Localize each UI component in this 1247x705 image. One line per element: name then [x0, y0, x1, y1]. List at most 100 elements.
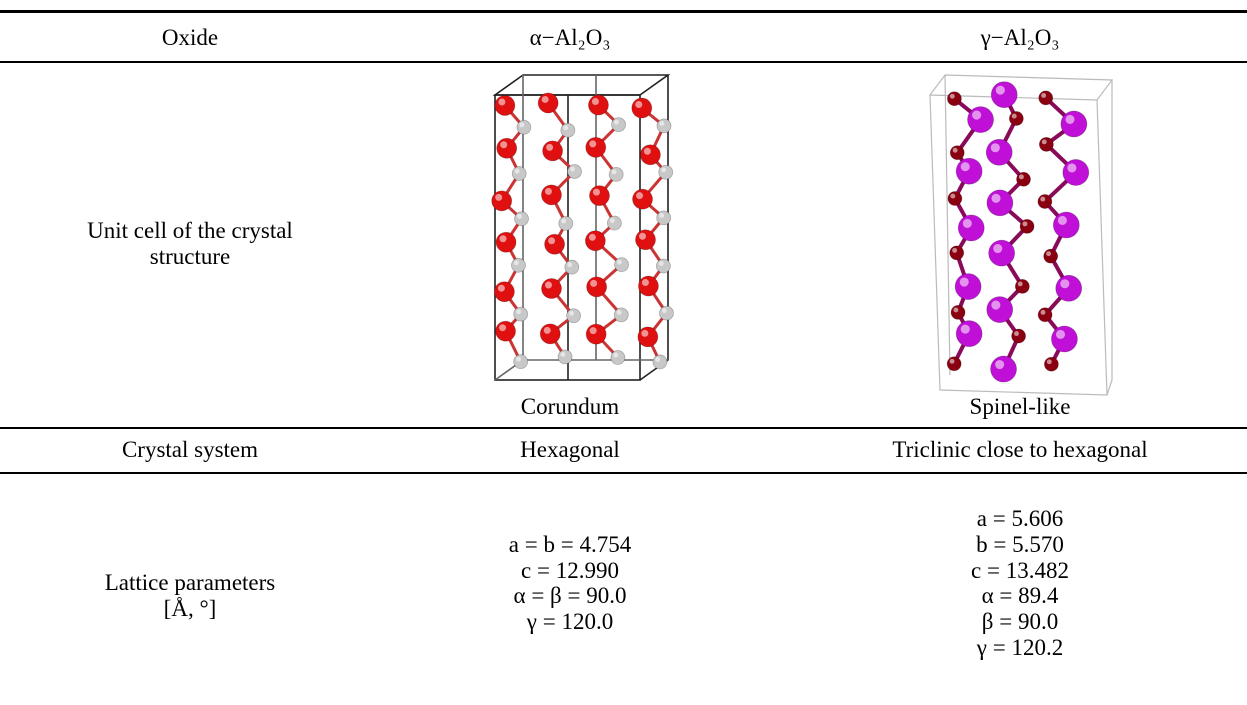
- o-atom-highlight: [952, 248, 957, 253]
- o-atom-highlight: [644, 148, 651, 155]
- o-atom: [589, 186, 609, 206]
- al-atom: [611, 351, 625, 365]
- o-atom-highlight: [950, 359, 955, 364]
- al-atom: [612, 118, 626, 132]
- al-atom: [987, 297, 1013, 323]
- al-atom-highlight: [517, 214, 522, 219]
- al-atom: [517, 120, 531, 134]
- o-atom: [586, 137, 606, 157]
- o-atom-highlight: [1019, 174, 1024, 179]
- al-atom-highlight: [561, 352, 566, 357]
- o-atom-highlight: [1023, 221, 1028, 226]
- o-atom-highlight: [950, 94, 955, 99]
- al-atom: [989, 240, 1015, 266]
- al-atom-highlight: [661, 167, 666, 172]
- o-atom-highlight: [500, 141, 507, 148]
- o-atom-highlight: [542, 96, 549, 103]
- al-atom-highlight: [563, 125, 568, 130]
- al-atom: [515, 212, 529, 226]
- o-atom: [1012, 329, 1026, 343]
- lattice-line: c = 12.990: [521, 558, 619, 584]
- o-atom: [951, 305, 965, 319]
- o-atom: [947, 357, 961, 371]
- o-atom: [636, 230, 656, 250]
- al-atom: [615, 258, 629, 272]
- o-atom: [540, 324, 560, 344]
- al-atom-highlight: [561, 219, 566, 224]
- o-atom: [587, 277, 607, 297]
- cell-edge: [945, 75, 950, 375]
- cell-edge: [1107, 80, 1112, 395]
- al-atom: [659, 165, 673, 179]
- o-atom: [1039, 137, 1053, 151]
- al-atom-highlight: [570, 167, 575, 172]
- al-atom: [511, 258, 525, 272]
- o-atom: [1009, 112, 1023, 126]
- al-atom-highlight: [617, 260, 622, 265]
- lattice-line: α = 89.4: [982, 583, 1059, 609]
- o-atom-highlight: [1047, 359, 1052, 364]
- o-atom-highlight: [635, 101, 642, 108]
- al-atom-highlight: [614, 120, 619, 125]
- o-atom-highlight: [1012, 114, 1017, 119]
- al-atom: [657, 211, 671, 225]
- lattice-line: γ = 120.0: [527, 609, 613, 635]
- al-atom-highlight: [995, 360, 1004, 369]
- al-atom: [955, 274, 981, 300]
- al-atom-highlight: [1065, 115, 1074, 124]
- al-atom-highlight: [993, 244, 1002, 253]
- al-atom-highlight: [960, 277, 969, 286]
- al-atom: [657, 119, 671, 133]
- o-atom-highlight: [641, 330, 648, 337]
- o-atom-highlight: [1041, 93, 1046, 98]
- o-atom-highlight: [590, 280, 597, 287]
- o-atom: [1044, 357, 1058, 371]
- o-atom-highlight: [1042, 139, 1047, 144]
- al-atom-highlight: [1058, 216, 1067, 225]
- o-atom-highlight: [498, 98, 505, 105]
- al-atom: [568, 165, 582, 179]
- o-atom: [1020, 219, 1034, 233]
- al-atom: [956, 321, 982, 347]
- o-atom: [541, 185, 561, 205]
- al-atom: [558, 350, 572, 364]
- al-atom-highlight: [662, 308, 667, 313]
- o-atom: [1039, 91, 1053, 105]
- al-atom: [1056, 275, 1082, 301]
- o-atom: [538, 93, 558, 113]
- o-atom-highlight: [589, 140, 596, 147]
- al-atom-highlight: [610, 218, 615, 223]
- o-atom-highlight: [1046, 251, 1051, 256]
- cell-edge: [930, 95, 1107, 395]
- al-atom-highlight: [659, 213, 664, 218]
- al-atom-highlight: [972, 111, 981, 120]
- o-atom-highlight: [1040, 197, 1045, 202]
- o-atom-highlight: [545, 188, 552, 195]
- al-atom: [659, 306, 673, 320]
- al-atom: [609, 167, 623, 181]
- o-atom-highlight: [548, 237, 555, 244]
- al-atom: [561, 123, 575, 137]
- al-atom: [968, 107, 994, 133]
- o-atom: [1038, 308, 1052, 322]
- o-atom: [588, 95, 608, 115]
- al-atom: [607, 216, 621, 230]
- al-atom: [1061, 111, 1087, 137]
- lattice-line: c = 13.482: [971, 558, 1069, 584]
- al-atom-highlight: [1056, 330, 1065, 339]
- o-atom: [1038, 195, 1052, 209]
- lattice-line: a = b = 4.754: [509, 532, 631, 558]
- al-atom-highlight: [991, 143, 1000, 152]
- o-atom-highlight: [546, 144, 553, 151]
- o-atom-highlight: [953, 307, 958, 312]
- o-atom: [640, 145, 660, 165]
- al-atom: [958, 215, 984, 241]
- al-atom-highlight: [612, 170, 617, 175]
- cell-edge: [495, 75, 668, 95]
- o-atom-highlight: [639, 233, 646, 240]
- al-atom-highlight: [617, 310, 622, 315]
- al-atom-highlight: [1060, 279, 1069, 288]
- al-atom-highlight: [569, 311, 574, 316]
- o-atom-highlight: [499, 324, 506, 331]
- al-atom-highlight: [516, 309, 521, 314]
